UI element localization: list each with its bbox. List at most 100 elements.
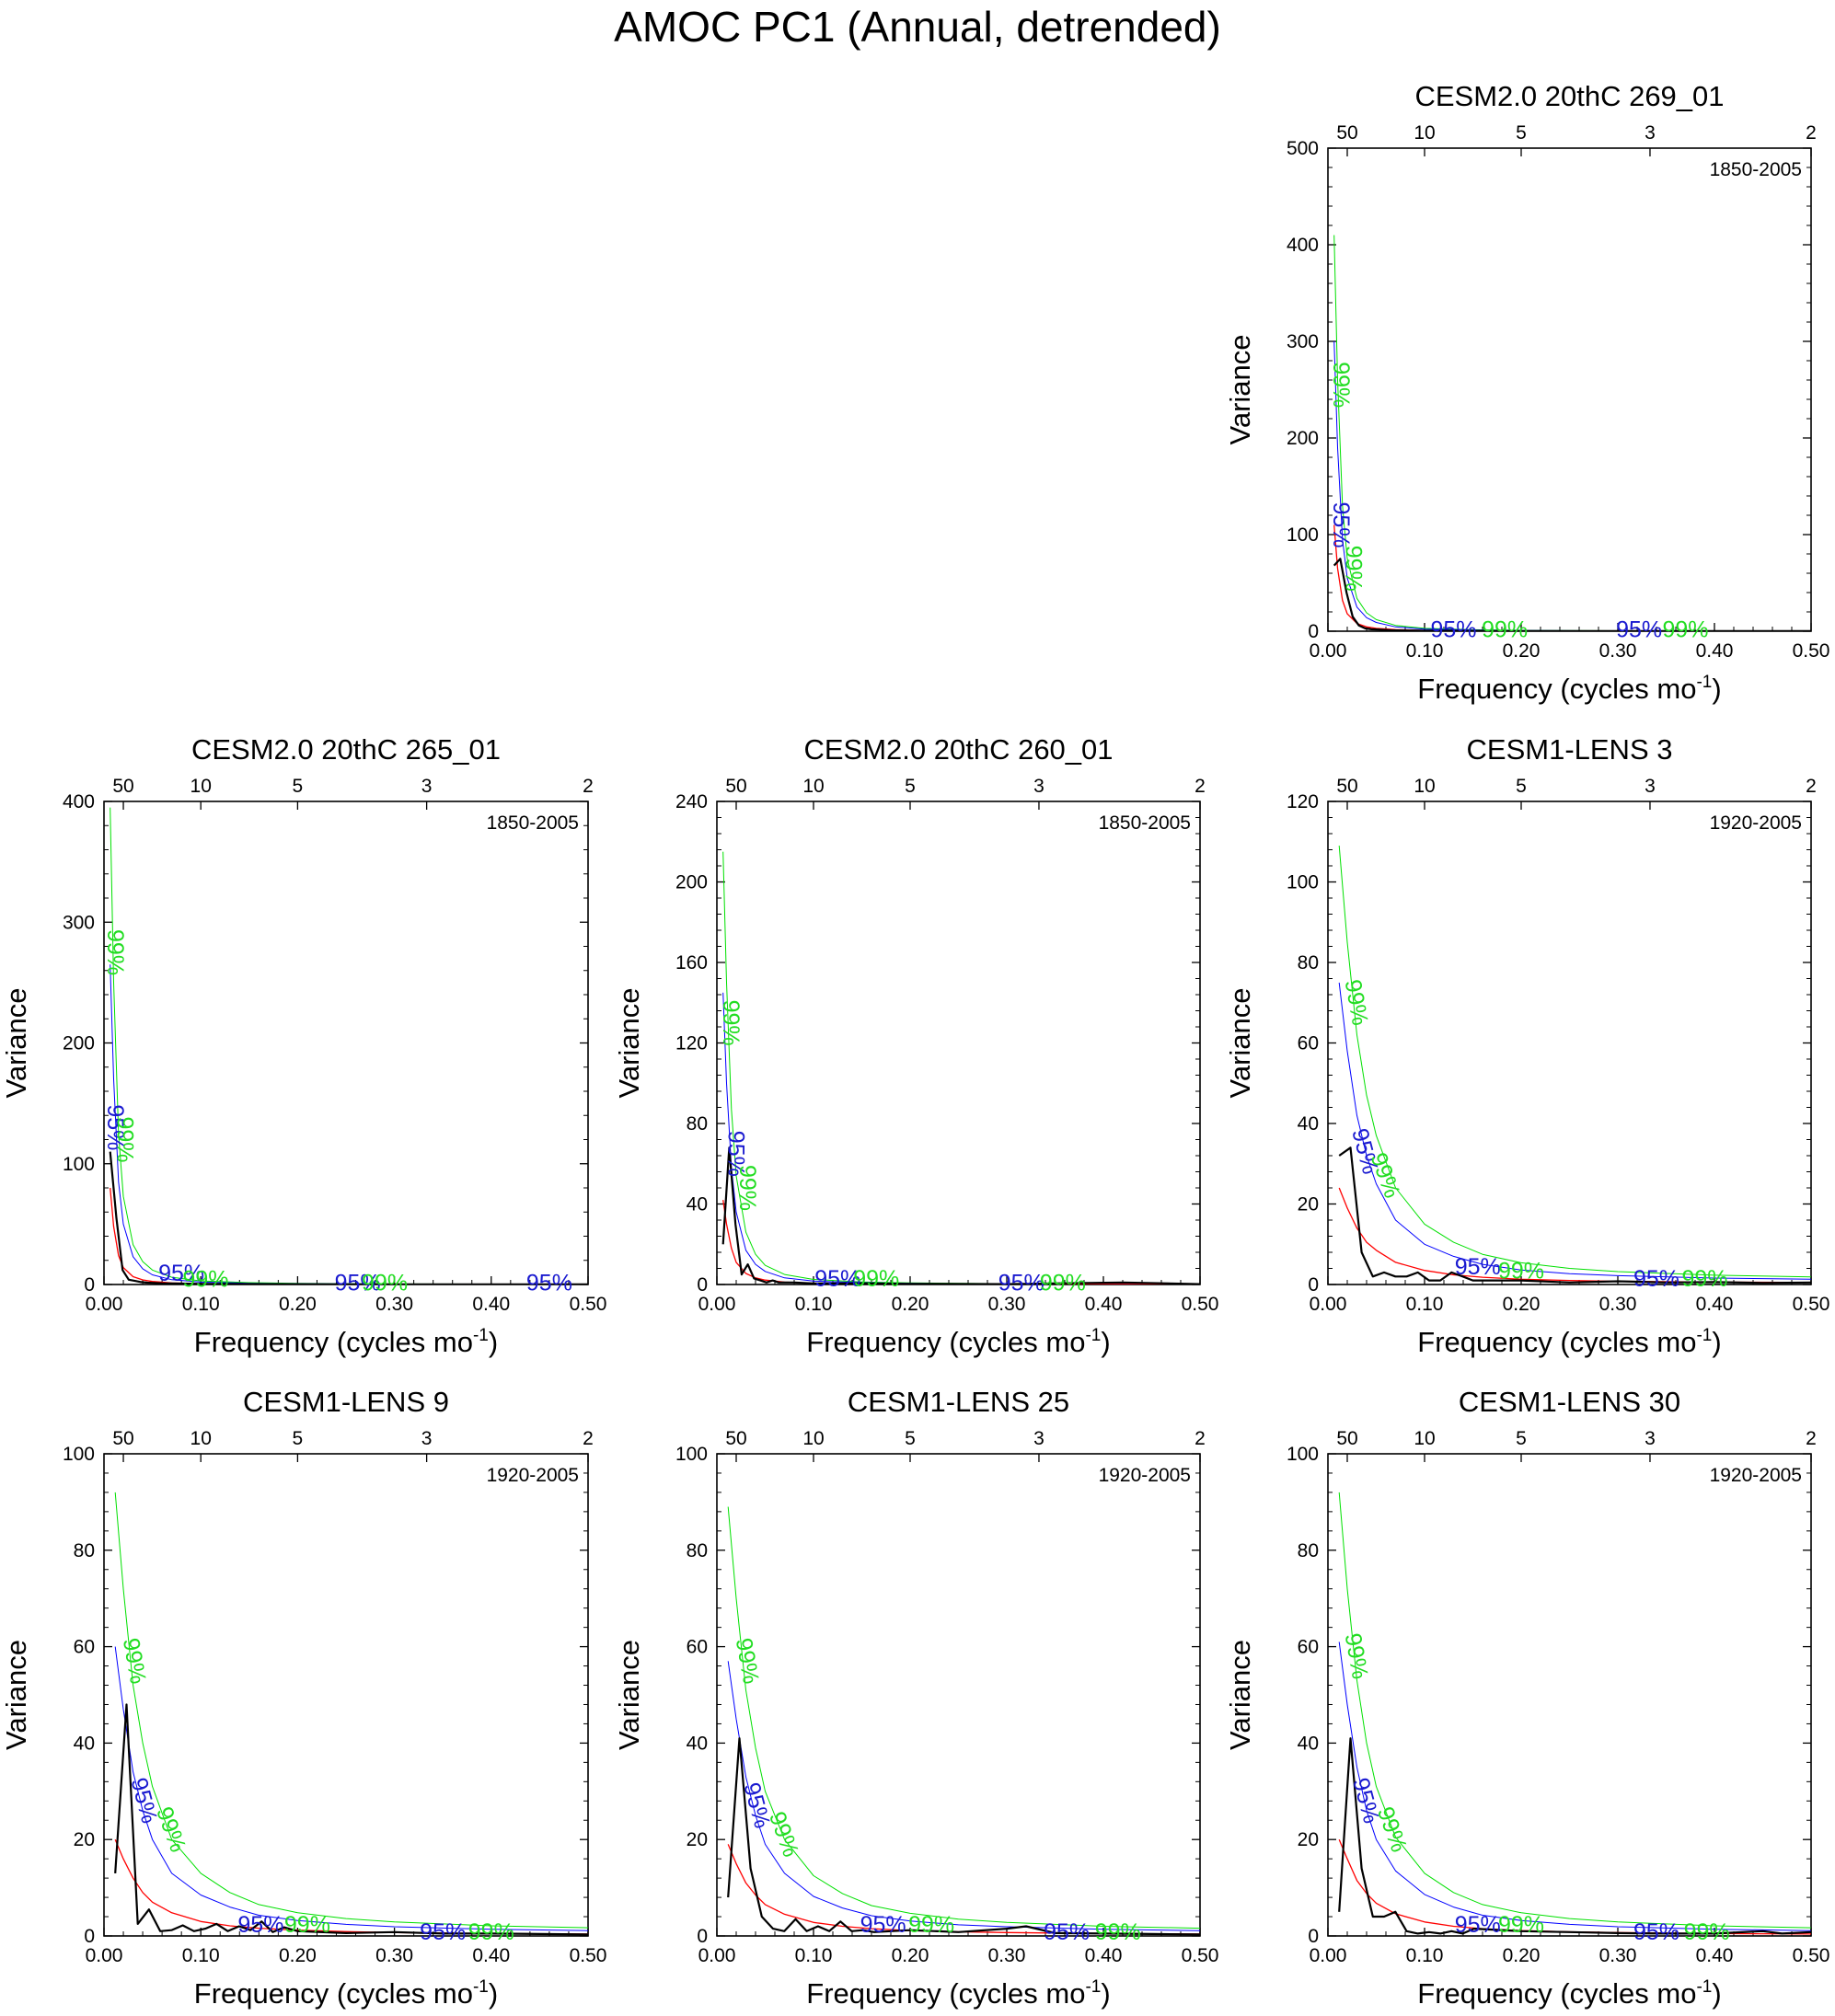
x-tick-label: 0.10 [182,1945,220,1966]
period-tick-label: 5 [905,776,916,797]
x-axis-label: Frequency (cycles mo-1) [1417,1326,1721,1358]
y-tick-label: 20 [1298,1194,1319,1215]
y-tick-label: 40 [1298,1733,1319,1754]
ci99-label: 99% [1498,1912,1544,1938]
period-tick-label: 2 [583,776,594,797]
y-tick-label: 80 [687,1540,708,1561]
ci95-label: 95% [722,1131,748,1177]
x-tick-label: 0.30 [1599,1945,1637,1966]
x-tick-label: 0.50 [1182,1945,1219,1966]
x-tick-label: 0.00 [698,1294,736,1315]
series-line-95pct [1333,340,1811,631]
series-line-spectrum [109,1151,588,1284]
x-tick-label: 0.50 [1793,1945,1830,1966]
x-tick-label: 0.20 [279,1294,317,1315]
x-tick-label: 0.00 [86,1945,123,1966]
y-tick-label: 500 [1287,138,1319,159]
x-tick-label: 0.10 [1406,640,1444,662]
series-group [109,807,588,1284]
ci95-label: 95% [860,1912,906,1938]
x-tick-label: 0.00 [1310,640,1347,662]
period-tick-label: 2 [583,1428,594,1449]
ci99-label: 99% [1684,1919,1730,1945]
y-tick-label: 60 [1298,1637,1319,1658]
period-tick-label: 10 [190,776,212,797]
panel-title: CESM2.0 20thC 269_01 [1414,80,1724,112]
x-tick-label: 0.40 [472,1294,510,1315]
x-axis-label: Frequency (cycles mo-1) [806,1326,1110,1358]
y-axis-label: Variance [0,1640,32,1750]
ci95-label: 95% [1455,1254,1501,1280]
ci95-label: 95% [158,1261,204,1286]
panel-7: CESM1-LENS 30 1920-2005 0.00 0.10 0.20 0.30 0.… [1224,1386,1829,2010]
series-group [114,1492,588,1936]
period-tick-label: 2 [1806,1428,1817,1449]
ci99-label: 99% [102,929,128,975]
x-tick-label: 0.10 [1406,1294,1444,1315]
period-label: 1920-2005 [1710,812,1802,834]
y-tick-label: 240 [675,791,708,812]
y-tick-label: 40 [1298,1113,1319,1135]
period-tick-label: 3 [421,1428,433,1449]
panel-4: CESM1-LENS 3 1920-2005 0.00 0.10 0.20 0.30 0.4… [1224,733,1829,1358]
y-tick-label: 0 [697,1274,708,1296]
ci99-label: 99% [853,1266,899,1292]
y-tick-label: 160 [675,952,708,973]
ci95-label: 95% [814,1266,860,1292]
x-tick-label: 0.20 [279,1945,317,1966]
x-tick-label: 0.50 [1793,640,1830,662]
series-line-red-noise [1338,1838,1811,1935]
x-tick-label: 0.40 [1696,640,1734,662]
ci95-label: 95% [526,1271,572,1296]
period-tick-label: 5 [905,1428,916,1449]
panel-title: CESM1-LENS 9 [243,1386,449,1418]
ci99-label: 99% [1095,1919,1141,1945]
y-tick-label: 60 [74,1637,95,1658]
ci99-label: 99% [1340,977,1373,1027]
x-tick-label: 0.00 [86,1294,123,1315]
series-line-red-noise [1333,524,1811,631]
x-tick-label: 0.20 [892,1294,929,1315]
ci99-label: 99% [1341,546,1367,592]
y-tick-label: 80 [74,1540,95,1561]
ci95-label: 95% [1430,617,1476,643]
period-tick-label: 10 [1414,122,1435,144]
x-tick-label: 0.40 [1696,1294,1734,1315]
panel-5: CESM1-LENS 9 1920-2005 0.00 0.10 0.20 0.30 0.4… [0,1386,606,2010]
x-tick-label: 0.00 [1310,1945,1347,1966]
y-tick-label: 0 [1308,1274,1319,1296]
x-axis-label: Frequency (cycles mo-1) [194,1977,498,2010]
x-tick-label: 0.40 [1085,1294,1123,1315]
y-tick-label: 300 [1287,331,1319,352]
plot-frame [716,1453,1201,1937]
ci99-label: 99% [1372,1803,1412,1856]
period-tick-label: 10 [1414,1428,1435,1449]
ci99-label: 99% [182,1267,228,1293]
y-tick-label: 100 [675,1444,708,1465]
y-tick-label: 20 [687,1829,708,1850]
series-line-95pct [114,1646,588,1931]
x-tick-label: 0.40 [472,1945,510,1966]
ci99-label: 99% [1498,1258,1544,1284]
plot-frame [716,801,1201,1285]
period-tick-label: 2 [1194,776,1206,797]
period-label: 1850-2005 [1710,159,1802,180]
ci95-label: 95% [1616,617,1662,643]
x-tick-label: 0.30 [375,1945,413,1966]
series-line-spectrum [1338,1737,1811,1935]
x-tick-label: 0.50 [570,1945,607,1966]
series-line-red-noise [722,1200,1200,1284]
x-axis-label: Frequency (cycles mo-1) [1417,673,1721,705]
period-label: 1920-2005 [487,1465,579,1486]
period-label: 1920-2005 [1099,1465,1191,1486]
series-line-spectrum [727,1737,1200,1936]
y-axis-label: Variance [613,987,645,1098]
y-tick-label: 60 [1298,1033,1319,1054]
y-axis-label: Variance [1224,987,1256,1098]
ci99-label: 99% [1365,1149,1404,1202]
period-tick-label: 2 [1194,1428,1206,1449]
period-label: 1850-2005 [487,812,579,834]
panel-title: CESM2.0 20thC 265_01 [191,733,501,766]
series-line-red-noise [114,1838,588,1935]
period-label: 1920-2005 [1710,1465,1802,1486]
